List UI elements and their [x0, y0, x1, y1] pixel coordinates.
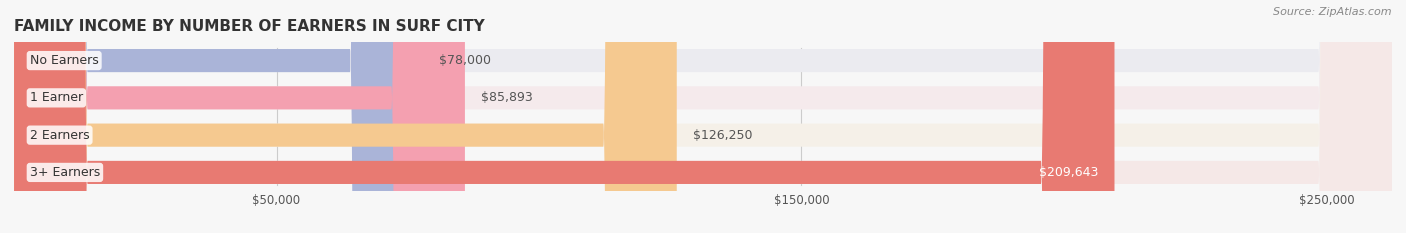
Text: Source: ZipAtlas.com: Source: ZipAtlas.com: [1274, 7, 1392, 17]
Text: FAMILY INCOME BY NUMBER OF EARNERS IN SURF CITY: FAMILY INCOME BY NUMBER OF EARNERS IN SU…: [14, 19, 485, 34]
Text: 1 Earner: 1 Earner: [30, 91, 83, 104]
Text: $78,000: $78,000: [439, 54, 491, 67]
FancyBboxPatch shape: [14, 0, 1392, 233]
FancyBboxPatch shape: [14, 0, 423, 233]
FancyBboxPatch shape: [14, 0, 1392, 233]
FancyBboxPatch shape: [14, 0, 676, 233]
Text: $126,250: $126,250: [693, 129, 752, 142]
Text: No Earners: No Earners: [30, 54, 98, 67]
Text: 3+ Earners: 3+ Earners: [30, 166, 100, 179]
Text: $209,643: $209,643: [1039, 166, 1098, 179]
FancyBboxPatch shape: [14, 0, 1115, 233]
Text: $85,893: $85,893: [481, 91, 533, 104]
Text: 2 Earners: 2 Earners: [30, 129, 90, 142]
FancyBboxPatch shape: [14, 0, 1392, 233]
FancyBboxPatch shape: [14, 0, 1392, 233]
FancyBboxPatch shape: [14, 0, 465, 233]
